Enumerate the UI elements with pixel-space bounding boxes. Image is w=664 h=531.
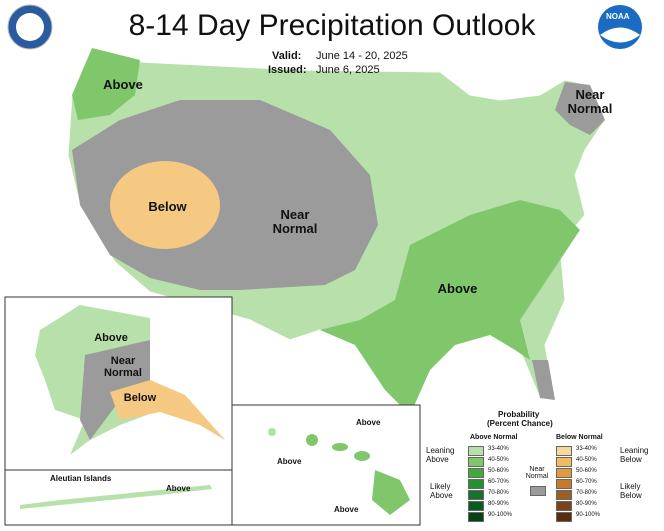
bin-label: 40-50% (576, 457, 597, 463)
bin-label: 80-90% (488, 501, 509, 507)
legend-title: Probability (498, 410, 540, 419)
issued-label: Issued: (268, 64, 307, 76)
swatch (468, 457, 484, 467)
near-normal: Near Normal (525, 466, 549, 480)
bin-label: 33-40% (488, 446, 509, 452)
region-label: Near Normal (272, 207, 318, 236)
nw-above (72, 48, 140, 120)
below-region (110, 161, 220, 249)
valid-label: Valid: (272, 50, 302, 62)
bin-label: 60-70% (576, 479, 597, 485)
swatch (468, 468, 484, 478)
island (306, 434, 318, 446)
hawaii-label: Above (277, 457, 302, 466)
swatch (556, 512, 572, 522)
region-label: Near Normal (567, 87, 613, 116)
hawaii-label: Above (356, 418, 381, 427)
region-label: Above (103, 77, 143, 92)
swatch (468, 501, 484, 511)
region-label: Above (437, 281, 478, 296)
bin-label: 80-90% (576, 501, 597, 507)
below-header: Below Normal (556, 434, 603, 441)
valid: June 14 - 20, 2025 (316, 50, 408, 62)
swatch (556, 490, 572, 500)
swatch (468, 446, 484, 456)
noaa-text: NOAA (606, 12, 630, 21)
aleutian-title: Aleutian Islands (50, 474, 112, 483)
alaska-label: Above (94, 332, 128, 344)
alaska-near (80, 340, 150, 440)
bin-label: 50-60% (576, 468, 597, 474)
above-header: Above Normal (470, 434, 518, 441)
title: 8-14 Day Precipitation Outlook (128, 9, 536, 42)
island (332, 443, 348, 451)
swatch (468, 512, 484, 522)
island (372, 470, 410, 515)
bin-label: 60-70% (488, 479, 509, 485)
alaska-label: Near Normal (104, 355, 142, 379)
se-above (320, 200, 580, 415)
swatch (468, 490, 484, 500)
bin-label: 50-60% (488, 468, 509, 474)
bin-label: 70-80% (576, 490, 597, 496)
aleutian-label: Above (166, 484, 191, 493)
fl-near-normal (532, 360, 555, 400)
swatch (556, 479, 572, 489)
island (354, 451, 370, 461)
leaning-above: Leaning Above (426, 446, 455, 464)
swatch (556, 446, 572, 456)
hawaii-label: Above (334, 505, 359, 514)
swatch (468, 479, 484, 489)
bin-label: 90-100% (488, 512, 513, 518)
alaska-label: Below (123, 392, 157, 404)
region-label: Below (148, 199, 187, 214)
swatch (556, 457, 572, 467)
issued: June 6, 2025 (316, 64, 380, 76)
noaa-wave (600, 27, 640, 43)
aleutian-chain (20, 485, 212, 509)
swatch (556, 501, 572, 511)
alaska-below (110, 380, 225, 440)
swatch (556, 468, 572, 478)
likely-below: Likely Below (620, 482, 642, 500)
likely-above: Likely Above (430, 482, 453, 500)
ne-near-normal (555, 82, 605, 135)
legend-subtitle: (Percent Chance) (487, 419, 553, 428)
bin-label: 90-100% (576, 512, 601, 518)
bin-label: 70-80% (488, 490, 509, 496)
island (268, 428, 276, 436)
leaning-below: Leaning Below (620, 446, 649, 464)
bin-label: 40-50% (488, 457, 509, 463)
near-swatch (530, 486, 546, 496)
doc-seal-inner (16, 13, 44, 41)
bin-label: 33-40% (576, 446, 597, 452)
